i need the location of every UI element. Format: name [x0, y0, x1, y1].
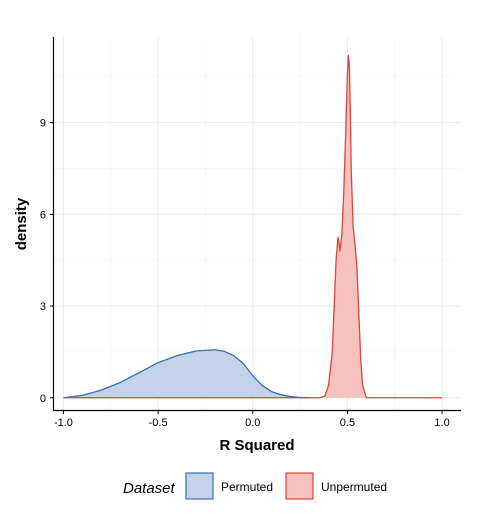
legend: Dataset Permuted Unpermuted [123, 472, 387, 500]
grid-lines [54, 37, 461, 410]
x-tick-label: -0.5 [149, 417, 168, 429]
legend-label-permuted: Permuted [221, 480, 273, 494]
x-tick-label: 0.5 [340, 417, 355, 429]
y-tick-label: 9 [40, 118, 46, 130]
legend-key-unpermuted [285, 472, 314, 500]
y-tick-label: 0 [40, 393, 46, 405]
y-axis-title: density [13, 197, 30, 250]
legend-title: Dataset [123, 480, 176, 497]
density-area-permuted [63, 349, 310, 398]
legend-label-unpermuted: Unpermuted [321, 480, 387, 494]
density-area-unpermuted [63, 55, 443, 398]
x-tick-label: 0.0 [245, 417, 260, 429]
axes [52, 37, 461, 412]
x-axis-title: R Squared [219, 437, 294, 454]
legend-key-permuted [185, 472, 214, 500]
tick-labels: -1.0 -0.5 0.0 0.5 1.0 0 3 6 9 [40, 118, 450, 429]
density-line-permuted [63, 349, 310, 399]
x-tick-label: 1.0 [434, 417, 449, 429]
density-curves [63, 54, 443, 399]
y-tick-label: 6 [40, 209, 46, 221]
y-tick-label: 3 [40, 301, 46, 313]
density-line-unpermuted [63, 54, 443, 399]
x-tick-label: -1.0 [54, 417, 73, 429]
